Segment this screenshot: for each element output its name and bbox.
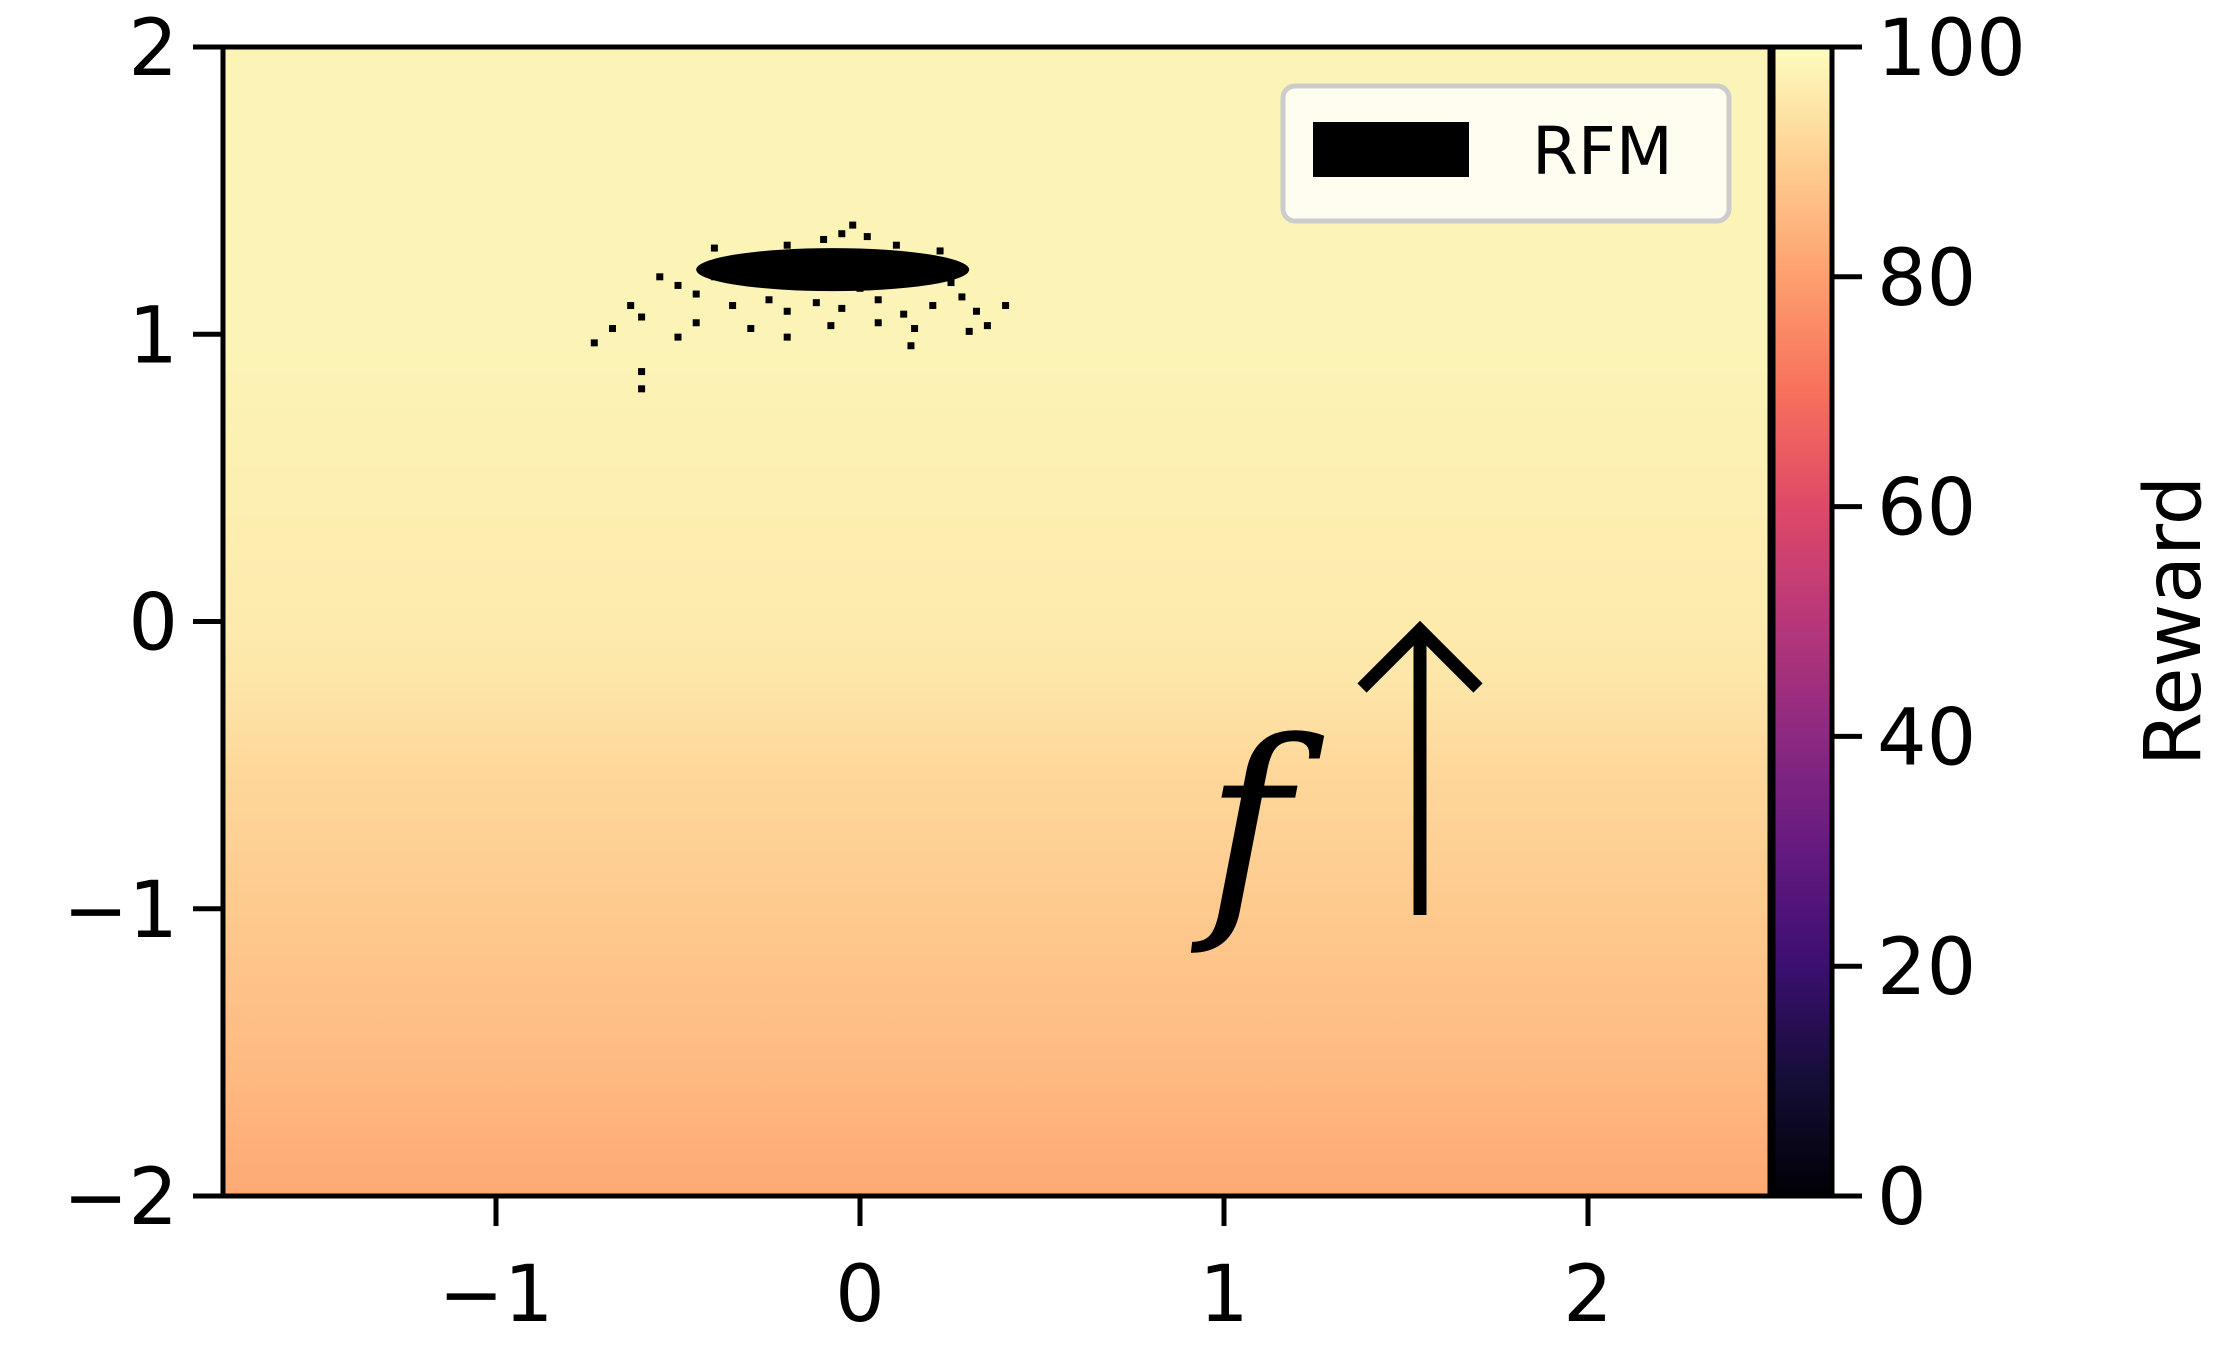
x-tick-label-2: 1 <box>1199 1250 1249 1340</box>
colorbar-tick-label-0: 0 <box>1877 1153 1927 1243</box>
x-tick-label-0: −1 <box>439 1250 554 1340</box>
annotation-arrow-head <box>1357 620 1483 693</box>
rfm-point-17 <box>892 241 900 249</box>
colorbar-tick-label-5: 100 <box>1877 4 2026 94</box>
rfm-point-38 <box>783 333 791 341</box>
rfm-point-11 <box>911 267 919 275</box>
rfm-point-15 <box>838 230 846 238</box>
rfm-point-46 <box>965 327 973 335</box>
colorbar-tick-label-4: 80 <box>1877 234 1976 324</box>
colorbar: 0 20 40 60 80 100 Reward <box>1770 4 2219 1243</box>
rfm-scatter-series <box>590 221 1010 393</box>
y-tick-label-4: 2 <box>128 4 178 94</box>
y-axis: −2 −1 0 1 2 <box>63 4 223 1243</box>
rfm-point-31 <box>958 293 966 301</box>
y-tick-label-1: −1 <box>63 866 178 956</box>
colorbar-gradient <box>1773 47 1832 1196</box>
colorbar-tick-label-1: 20 <box>1877 923 1976 1013</box>
rfm-point-33 <box>1002 302 1010 310</box>
rfm-point-34 <box>983 322 991 330</box>
legend-label-rfm: RFM <box>1532 113 1673 190</box>
rfm-point-35 <box>911 325 919 333</box>
rfm-point-19 <box>747 276 755 284</box>
rfm-point-39 <box>747 325 755 333</box>
legend-box <box>1280 83 1732 224</box>
rfm-point-9 <box>874 253 882 261</box>
rfm-point-42 <box>608 325 616 333</box>
rfm-point-28 <box>874 296 882 304</box>
colorbar-tick-label-2: 40 <box>1877 693 1976 783</box>
rfm-point-0 <box>710 273 718 281</box>
colorbar-label: Reward <box>2129 476 2219 766</box>
rfm-point-10 <box>892 261 900 269</box>
rfm-point-6 <box>820 250 828 258</box>
x-tick-label-3: 2 <box>1563 1250 1613 1340</box>
rfm-point-23 <box>729 302 737 310</box>
rfm-point-52 <box>710 244 718 252</box>
rfm-point-37 <box>827 322 835 330</box>
rfm-point-26 <box>812 299 820 307</box>
rfm-point-18 <box>783 241 791 249</box>
rfm-point-36 <box>874 319 882 327</box>
rfm-point-40 <box>692 319 700 327</box>
y-tick-label-3: 1 <box>128 291 178 381</box>
rfm-point-24 <box>765 296 773 304</box>
y-tick-label-0: −2 <box>63 1153 178 1243</box>
rfm-point-43 <box>590 339 598 347</box>
rfm-point-8 <box>856 256 864 264</box>
rfm-point-32 <box>972 307 980 315</box>
rfm-point-53 <box>936 247 944 255</box>
rfm-point-14 <box>820 235 828 243</box>
x-axis: −1 0 1 2 <box>439 1196 1613 1340</box>
rfm-point-7 <box>838 253 846 261</box>
rfm-point-4 <box>783 253 791 261</box>
rfm-point-41 <box>638 313 646 321</box>
rfm-point-5 <box>801 256 809 264</box>
rfm-point-20 <box>674 281 682 289</box>
y-tick-label-2: 0 <box>128 579 178 669</box>
rfm-point-12 <box>929 273 937 281</box>
rfm-point-2 <box>747 258 755 266</box>
rfm-point-1 <box>729 267 737 275</box>
rfm-point-45 <box>907 342 915 350</box>
colorbar-border <box>1770 44 1835 1199</box>
rfm-point-13 <box>947 279 955 287</box>
rfm-point-22 <box>692 290 700 298</box>
rfm-dense-core <box>696 248 970 292</box>
heatmap-area <box>223 47 1770 1196</box>
rfm-point-16 <box>863 233 871 241</box>
rfm-point-25 <box>783 307 791 315</box>
rfm-point-21 <box>656 273 664 281</box>
rfm-point-51 <box>849 221 857 229</box>
rfm-point-29 <box>900 310 908 318</box>
rfm-point-30 <box>929 302 937 310</box>
legend: RFM <box>1280 83 1732 224</box>
x-tick-label-1: 0 <box>835 1250 885 1340</box>
colorbar-tick-label-3: 60 <box>1877 464 1976 554</box>
rfm-point-44 <box>674 333 682 341</box>
rfm-point-3 <box>765 261 773 269</box>
heatmap-layer <box>223 47 1770 1196</box>
rfm-point-49 <box>627 302 635 310</box>
rfm-point-48 <box>638 385 646 393</box>
legend-swatch-rfm <box>1313 122 1469 177</box>
rfm-point-47 <box>638 368 646 376</box>
rfm-point-50 <box>856 284 864 292</box>
rfm-point-27 <box>838 304 846 312</box>
